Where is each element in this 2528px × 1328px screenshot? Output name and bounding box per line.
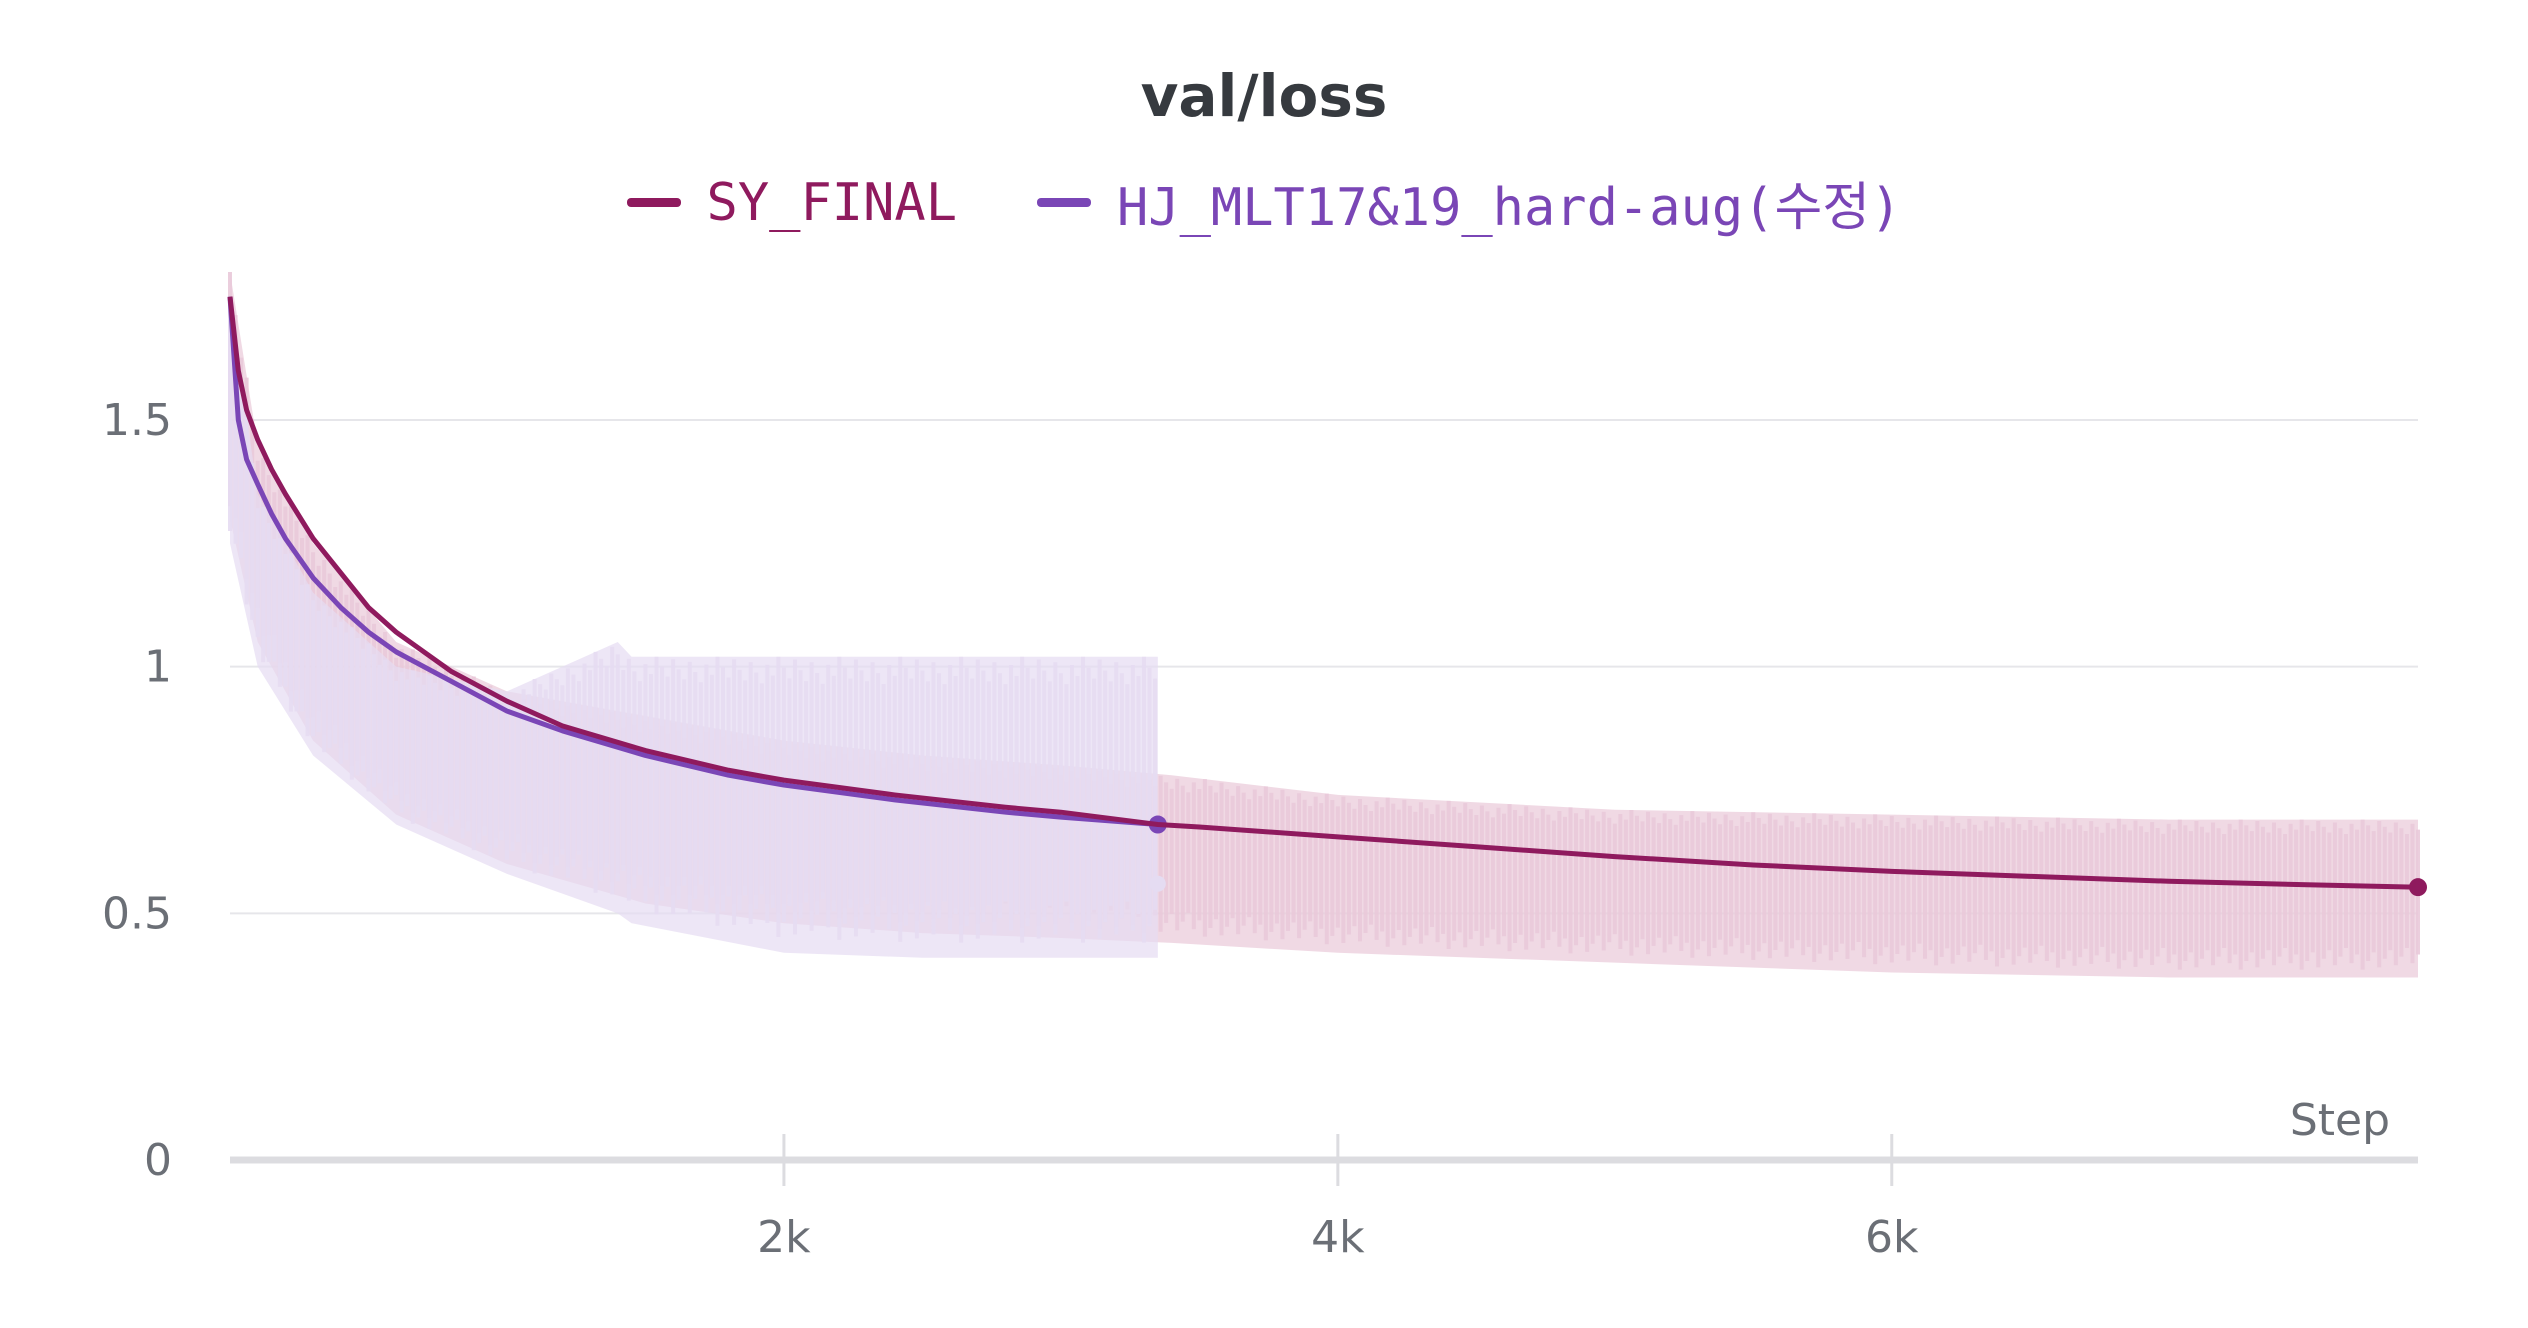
y-tick-label: 1 (144, 642, 172, 693)
legend-swatch-hj-mlt (1037, 198, 1091, 207)
x-axis-label: Step (2290, 1095, 2390, 1146)
legend-item-sy-final[interactable]: SY_FINAL (626, 165, 957, 240)
y-tick-label: 0.5 (102, 888, 172, 939)
legend-label-hj-mlt: HJ_MLT17&19_hard-aug(수정) (1117, 178, 1902, 238)
series-line-0 (227, 296, 2419, 890)
y-tick-label: 0 (144, 1135, 172, 1186)
series-lines (227, 296, 2427, 897)
chart-title: val/loss (1140, 62, 1388, 130)
y-tick-label: 1.5 (102, 395, 172, 446)
legend-swatch-sy-final (626, 198, 681, 207)
x-tick-label: 2k (757, 1212, 811, 1263)
series-raw-endpoint-1 (1149, 875, 1166, 892)
x-tick-label: 6k (1865, 1212, 1919, 1263)
legend: SY_FINAL HJ_MLT17&19_hard-aug(수정) (0, 165, 2528, 240)
legend-label-sy-final: SY_FINAL (706, 172, 957, 233)
raw-value-bands (228, 272, 2420, 978)
x-tick-label: 4k (1311, 1212, 1365, 1263)
series-line-1 (227, 296, 1159, 828)
legend-item-hj-mlt[interactable]: HJ_MLT17&19_hard-aug(수정) (1037, 165, 1901, 240)
series-endpoint-0 (2409, 878, 2427, 897)
axes: 0 0.5 1 1.5 2k 4k 6k (102, 395, 2418, 1263)
